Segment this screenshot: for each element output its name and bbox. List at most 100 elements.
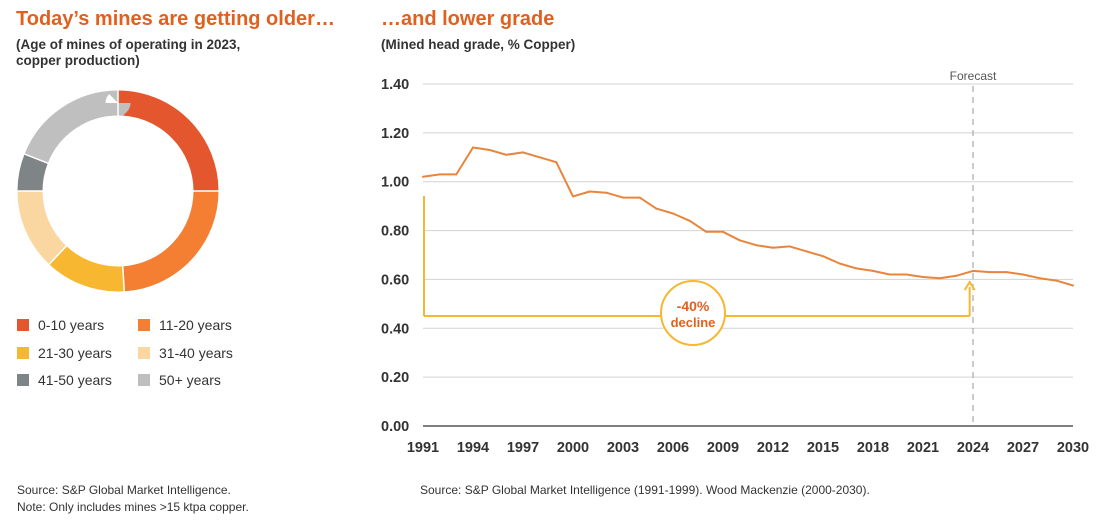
decline-badge [660,280,726,346]
data-point [438,173,441,176]
data-point [605,191,608,194]
y-tick-label: 0.20 [381,370,409,386]
x-tick-label: 1994 [457,440,489,456]
data-point [1055,279,1058,282]
data-point [622,196,624,199]
left-subtitle-line-1: (Age of mines of operating in 2023, [16,37,241,52]
data-point [572,195,574,198]
forecast-label: Forecast [950,69,997,83]
left-subtitle-line-2: copper production) [16,53,140,68]
y-tick-label: 0.80 [381,224,409,240]
x-tick-label: 1991 [407,440,439,456]
data-point [822,255,824,258]
y-tick-label: 0.00 [381,419,409,435]
data-point [955,274,958,277]
data-point [788,245,791,248]
x-tick-label: 2027 [1007,440,1039,456]
legend-item: 41-50 years [17,372,112,388]
x-tick-label: 2015 [807,440,839,456]
data-point [972,269,974,272]
data-point [805,250,808,253]
line-chart: 0.00 0.20 0.40 0.60 0.80 1.00 1.20 1.40 1991 1994… [381,69,1089,456]
y-tick-label: 1.20 [381,126,409,142]
decline-arrow-head [963,280,976,291]
x-tick-label: 2024 [957,440,989,456]
data-point [1022,273,1024,276]
legend-swatch [138,347,150,359]
data-point [655,207,658,210]
right-chart-subtitle: (Mined head grade, % Copper) [381,37,576,52]
data-point [988,271,991,274]
data-point [472,146,474,149]
y-tick-label: 0.60 [381,272,409,288]
slice-separator [23,152,50,165]
data-point [722,230,724,233]
legend-label: 31-40 years [159,345,233,361]
data-point [905,273,908,276]
data-point [505,153,508,156]
legend-item: 50+ years [138,372,221,388]
x-tick-label: 2009 [707,440,739,456]
data-point [672,212,674,215]
left-footnote: Note: Only includes mines >15 ktpa coppe… [17,500,249,514]
data-point [838,262,841,265]
x-tick-label: 2006 [657,440,689,456]
data-point [422,175,424,178]
left-chart-subtitle: (Age of mines of operating in 2023, copp… [16,37,316,69]
data-point [588,190,591,193]
x-tick-label: 2000 [557,440,589,456]
data-point [755,244,758,247]
legend-swatch [138,374,150,386]
data-point [522,151,524,154]
data-point [488,148,491,151]
legend-item: 31-40 years [138,345,233,361]
decline-label: decline [671,315,716,330]
y-tick-label: 1.40 [381,77,409,93]
legend-label: 21-30 years [38,345,112,361]
legend-label: 41-50 years [38,372,112,388]
data-point [855,267,858,270]
decline-percent: -40% [677,298,710,314]
y-tick-label: 1.00 [381,175,409,191]
data-point [888,273,891,276]
slice-separator [121,265,126,293]
x-tick-label: 2018 [857,440,889,456]
data-point [1072,284,1074,287]
data-point [705,230,708,233]
x-tick-label: 1997 [507,440,539,456]
slice-separator [47,244,68,266]
x-tick-label: 2030 [1057,440,1089,456]
data-point [1005,271,1008,274]
legend-label: 11-20 years [159,317,232,333]
data-point [688,219,691,222]
donut-chart [16,89,220,293]
data-point [738,239,741,242]
data-point [1038,277,1041,280]
right-source-note: Source: S&P Global Market Intelligence (… [420,483,870,497]
x-tick-label: 2003 [607,440,639,456]
series-line [422,146,1074,287]
data-point [772,246,774,249]
legend-swatch [138,319,150,331]
y-tick-label: 0.40 [381,321,409,337]
legend-swatch [17,347,29,359]
legend-item: 11-20 years [138,317,232,333]
right-chart-title: …and lower grade [381,8,555,30]
legend-label: 0-10 years [38,317,105,333]
legend-swatch [17,374,29,386]
legend-item: 0-10 years [17,317,104,333]
x-tick-label: 2021 [907,440,939,456]
legend-swatch [17,319,29,331]
legend-item: 21-30 years [17,345,112,361]
data-point [538,156,541,159]
left-chart-title: Today’s mines are getting older… [16,8,335,30]
x-tick-label: 2012 [757,440,789,456]
data-point [872,269,874,272]
data-point [555,161,558,164]
data-point [638,196,641,199]
left-source-note: Source: S&P Global Market Intelligence. [17,483,231,497]
legend-label: 50+ years [159,372,221,388]
data-point [938,277,941,280]
data-point [922,275,924,278]
donut-slice-21-30-years [17,90,219,292]
